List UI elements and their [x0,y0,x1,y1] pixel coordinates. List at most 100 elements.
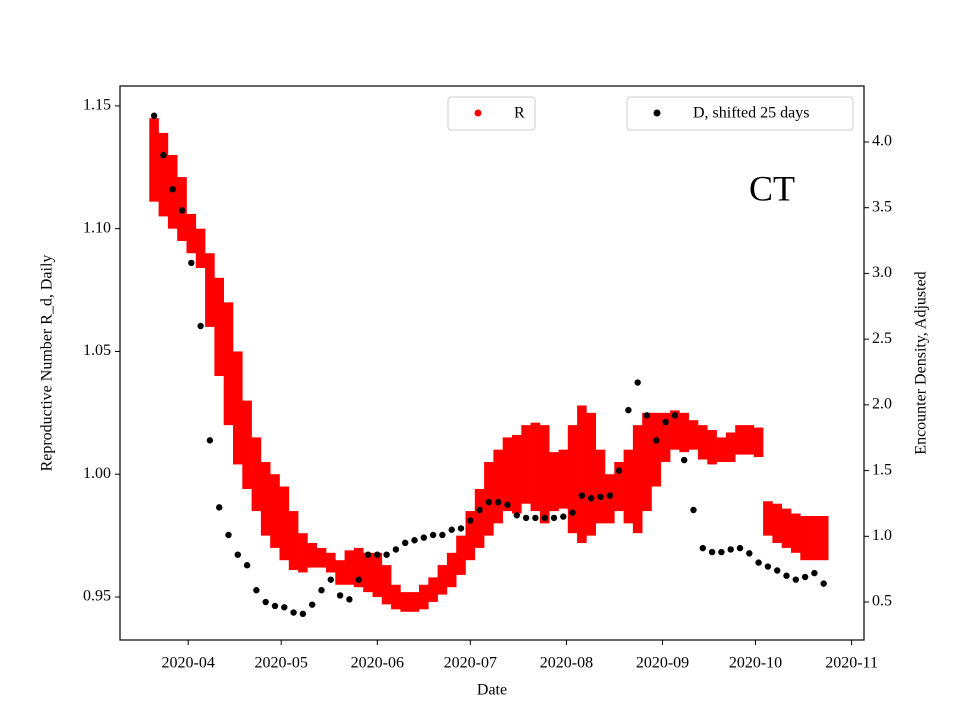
legend-label: R [514,105,525,122]
error-bar [307,543,317,568]
point [225,531,232,539]
error-bar [353,547,364,588]
error-bar [744,425,755,455]
point [736,544,744,552]
error-bar [660,412,671,462]
error-bar [753,427,764,458]
point [327,576,334,583]
point [346,596,353,603]
point [429,531,437,539]
point [625,406,632,414]
point [262,598,269,606]
point [820,580,827,587]
point [699,544,706,552]
error-bar [781,508,792,548]
error-bar [809,515,820,561]
error-bar [632,425,643,534]
error-bar [698,425,708,460]
y2-axis-label: Encounter Density, Adjusted [913,271,930,454]
point [783,572,790,579]
y-tick-label: 1.15 [83,97,111,114]
y2-tick-label: 0.5 [872,593,892,610]
error-bar [577,405,587,544]
point [522,514,530,522]
error-bar [233,351,243,465]
error-bar [270,474,280,548]
point [662,418,669,426]
point [150,112,158,119]
error-bar [205,253,215,327]
point [690,506,697,514]
error-bar [791,513,801,553]
error-bar [530,422,541,512]
point [383,551,390,558]
error-bar [288,511,299,571]
error-bar [763,501,773,536]
y2-tick-label: 3.5 [872,198,892,215]
error-bar [372,552,383,598]
error-bar [279,486,290,561]
point [774,567,781,574]
error-bar [474,488,485,548]
error-bar [707,430,717,465]
point [718,548,725,556]
point [392,546,400,553]
annotation: CT [749,168,795,208]
error-bar [614,461,624,512]
error-bar [242,400,252,489]
error-bar [772,503,782,544]
legend-label: D, shifted 25 days [693,105,809,122]
point [253,586,260,594]
error-bar [186,213,197,254]
error-bar [605,474,615,524]
error-bar [521,425,531,504]
error-bar [670,410,680,450]
y-tick-label: 1.00 [83,465,111,482]
error-bar [688,420,699,450]
point [588,494,595,502]
error-bar [158,132,169,217]
point [299,610,307,618]
error-bar [800,515,810,561]
point [801,573,809,581]
error-bar [595,449,606,524]
error-bar [335,560,345,585]
error-bar [381,565,392,605]
error-bar [623,449,634,524]
error-bar [419,584,429,610]
point [597,493,604,501]
point [560,513,567,520]
y-tick-label: 1.05 [83,342,111,359]
point [290,609,297,616]
point [476,506,483,514]
error-bar [223,302,234,426]
y2-tick-label: 3.0 [872,264,892,281]
legend-box [626,96,854,131]
point [467,517,474,524]
point [169,186,176,193]
error-bar [149,118,159,202]
point [811,569,818,577]
error-bar [586,412,596,536]
error-bar [446,552,457,588]
x-tick-label: 2020-06 [351,655,404,672]
point [681,456,688,464]
point [160,151,167,159]
x-axis-label: Date [477,682,507,699]
error-bar [502,437,513,512]
legend-marker [474,109,482,117]
point [513,512,520,519]
point [420,534,427,541]
error-bar [428,577,438,602]
point [541,514,548,522]
error-bar [409,592,420,612]
error-bar [298,533,308,573]
point [206,437,214,444]
y2-tick-label: 2.0 [872,396,892,413]
error-bar [214,277,224,377]
error-bar [465,511,476,561]
error-bar [326,552,336,573]
point [355,576,362,583]
point [634,379,641,386]
point [643,412,651,419]
